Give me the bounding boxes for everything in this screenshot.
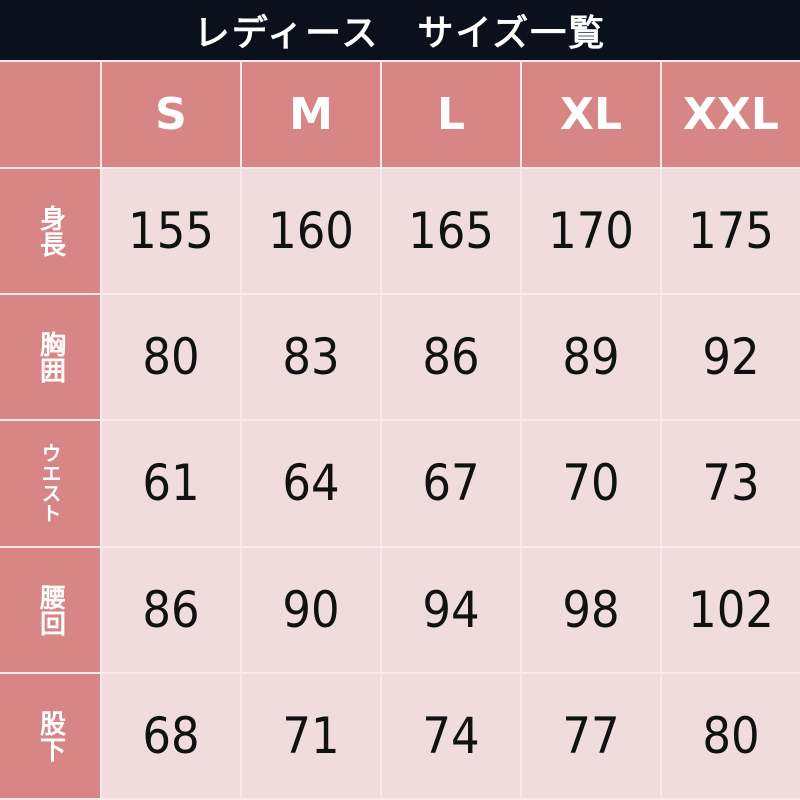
table-cell: 89 [522, 295, 660, 420]
table-cell: 67 [382, 421, 520, 546]
page-title: レディース サイズ一覧 [0, 0, 800, 60]
table-cell: 68 [102, 673, 240, 798]
table-cell: 98 [522, 547, 660, 672]
column-header-l: L [382, 62, 520, 167]
table-cell: 71 [242, 673, 380, 798]
table-cell: 86 [382, 295, 520, 420]
table-cell: 80 [102, 295, 240, 420]
row-label: 身長 [0, 169, 100, 294]
table-cell: 86 [102, 547, 240, 672]
table-cell: 175 [662, 169, 800, 294]
table-cell: 92 [662, 295, 800, 420]
size-table: S M L XL XXL 身長 155 160 165 170 175 胸囲 80 83 86 89 92 ウエス… [0, 62, 800, 798]
table-cell: 160 [242, 169, 380, 294]
table-cell: 83 [242, 295, 380, 420]
column-header-s: S [102, 62, 240, 167]
table-cell: 61 [102, 421, 240, 546]
table-cell: 73 [662, 421, 800, 546]
row-label: 腰回 [0, 547, 100, 672]
corner-cell [0, 62, 100, 167]
table-cell: 77 [522, 673, 660, 798]
column-header-m: M [242, 62, 380, 167]
table-cell: 64 [242, 421, 380, 546]
table-cell: 74 [382, 673, 520, 798]
row-label: ウエスト [0, 421, 100, 546]
table-cell: 90 [242, 547, 380, 672]
table-cell: 102 [662, 547, 800, 672]
table-cell: 80 [662, 673, 800, 798]
table-cell: 155 [102, 169, 240, 294]
row-label: 胸囲 [0, 295, 100, 420]
table-cell: 94 [382, 547, 520, 672]
column-header-xl: XL [522, 62, 660, 167]
table-cell: 165 [382, 169, 520, 294]
column-header-xxl: XXL [662, 62, 800, 167]
table-cell: 70 [522, 421, 660, 546]
table-cell: 170 [522, 169, 660, 294]
row-label: 股下 [0, 673, 100, 798]
